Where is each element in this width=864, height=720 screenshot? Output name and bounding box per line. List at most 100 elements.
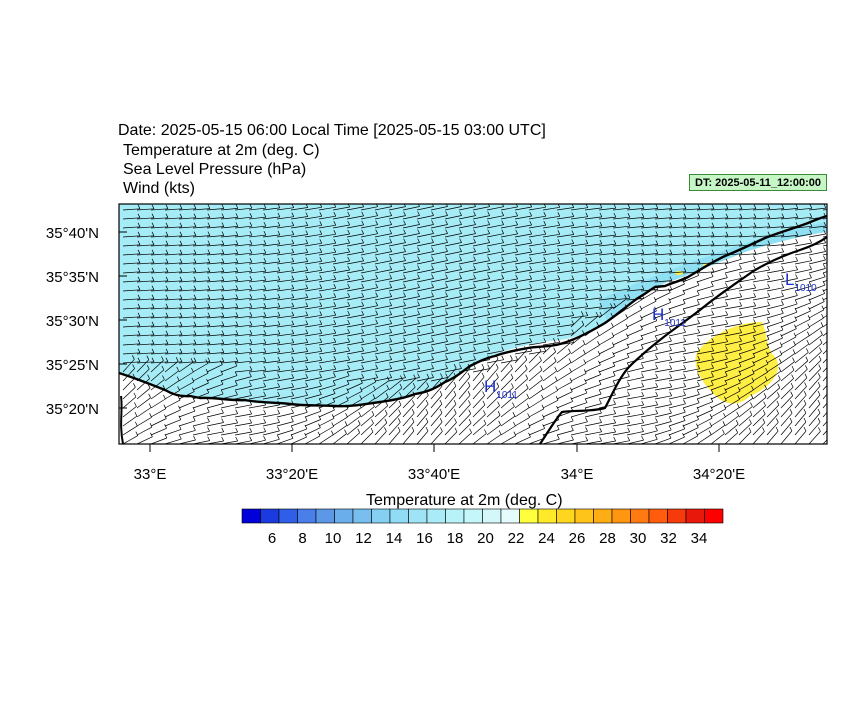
wind-barb-shaft: [654, 262, 672, 265]
wind-barb-shaft: [248, 243, 266, 247]
wind-barb-shaft: [178, 420, 196, 427]
wind-barb-flag: [752, 352, 756, 358]
wind-barb-flag: [417, 319, 420, 324]
wind-barb-shaft: [122, 226, 141, 229]
wind-barb-shaft: [388, 323, 406, 328]
wind-barb-shaft: [192, 343, 210, 346]
wind-barb-flag: [291, 275, 295, 280]
wind-barb-flag: [501, 346, 505, 351]
wind-barb-shaft: [696, 393, 714, 400]
wind-barb-flag: [838, 238, 840, 242]
wind-barb-shaft: [598, 279, 616, 283]
wind-barb-shaft: [374, 377, 392, 382]
wind-barb-flag: [711, 291, 714, 296]
wind-barb-shaft: [220, 316, 238, 319]
wind-barb-shaft: [640, 244, 658, 247]
wind-barb-flag: [501, 337, 505, 342]
wind-barb-flag: [263, 204, 267, 209]
wind-barb-flag: [735, 420, 739, 425]
wind-barb-flag: [151, 267, 155, 272]
wind-barb-shaft: [738, 305, 756, 310]
wind-barb-shaft: [360, 389, 376, 400]
wind-barb-flag: [390, 204, 393, 207]
wind-barb-flag: [753, 310, 757, 315]
wind-barb-flag: [445, 238, 448, 243]
wind-barb-flag: [179, 285, 183, 290]
wind-barb-flag: [725, 337, 729, 342]
wind-barb-flag: [193, 294, 197, 299]
wind-barb-shaft: [696, 384, 714, 391]
wind-barb-flag: [403, 247, 406, 252]
wind-barb-flag: [178, 405, 181, 411]
wind-barb-shaft: [808, 368, 821, 382]
wind-barb-flag: [805, 356, 809, 361]
wind-barb-shaft: [472, 206, 490, 211]
wind-barb-flag: [697, 355, 701, 361]
wind-barb-shaft: [122, 334, 141, 337]
wind-barb-flag: [711, 240, 715, 245]
wind-barb-flag: [710, 380, 714, 386]
wind-barb-flag: [137, 258, 141, 263]
wind-barb-shaft: [528, 305, 546, 310]
wind-barb-flag: [221, 294, 225, 299]
wind-barb-shaft: [402, 260, 420, 265]
wind-barb-flag: [234, 361, 238, 367]
wind-barb-shaft: [724, 208, 743, 211]
wind-barb-flag: [669, 364, 673, 370]
wind-barb-shaft: [542, 260, 560, 265]
wind-barb-flag: [333, 356, 337, 361]
wind-barb-shaft: [472, 224, 490, 229]
wind-barb-shaft: [262, 207, 280, 211]
wind-barb-shaft: [374, 341, 392, 346]
wind-barb-flag: [235, 267, 239, 272]
wind-barb-flag: [767, 265, 771, 271]
wind-barb-shaft: [668, 244, 687, 247]
wind-barb-flag: [403, 319, 406, 324]
wind-barb-shaft: [794, 430, 807, 444]
wind-barb-flag: [582, 349, 586, 354]
wind-barb-shaft: [136, 407, 152, 418]
wind-barb-shaft: [374, 287, 392, 292]
wind-barb-shaft: [416, 269, 434, 274]
wind-barb-shaft: [822, 218, 827, 220]
wind-barb-shaft: [444, 251, 462, 256]
wind-barb-shaft: [318, 434, 334, 444]
wind-barb-flag: [277, 435, 280, 440]
wind-barb-flag: [487, 319, 491, 324]
wind-barb-shaft: [514, 350, 532, 355]
wind-barb-flag: [737, 386, 741, 392]
wind-barb-flag: [235, 409, 239, 414]
wind-barb-shaft: [430, 260, 448, 265]
wind-barb-flag: [361, 283, 365, 289]
wind-barb-flag: [481, 382, 485, 387]
wind-barb-shaft: [696, 367, 714, 373]
wind-barb-flag: [641, 240, 645, 245]
wind-barb-shaft: [332, 383, 350, 391]
wind-barb-shaft: [402, 359, 420, 364]
wind-barb-shaft: [346, 350, 364, 355]
wind-barb-flag: [711, 267, 715, 272]
wind-barb-shaft: [164, 361, 179, 373]
wind-barb-shaft: [388, 215, 406, 220]
wind-barb-shaft: [668, 411, 686, 418]
wind-barb-shaft: [402, 350, 420, 355]
wind-barb-shaft: [766, 396, 780, 409]
wind-barb-flag: [543, 275, 547, 280]
wind-barb-flag: [373, 385, 376, 391]
wind-barb-flag: [818, 427, 821, 432]
wind-barb-flag: [541, 404, 545, 409]
wind-barb-flag: [205, 369, 209, 374]
wind-barb-shaft: [346, 332, 364, 337]
wind-barb-flag: [683, 399, 686, 404]
wind-barb-shaft: [430, 341, 448, 346]
wind-barb-flag: [389, 292, 393, 297]
wind-barb-flag: [319, 266, 323, 271]
wind-barb-flag: [585, 248, 589, 253]
wind-barb-flag: [697, 328, 701, 333]
wind-barb-flag: [347, 328, 351, 334]
wind-barb-flag: [654, 435, 658, 440]
wind-barb-flag: [206, 378, 209, 384]
wind-barb-shaft: [346, 224, 364, 229]
wind-barb-flag: [375, 274, 379, 279]
wind-barb-shaft: [598, 234, 616, 238]
